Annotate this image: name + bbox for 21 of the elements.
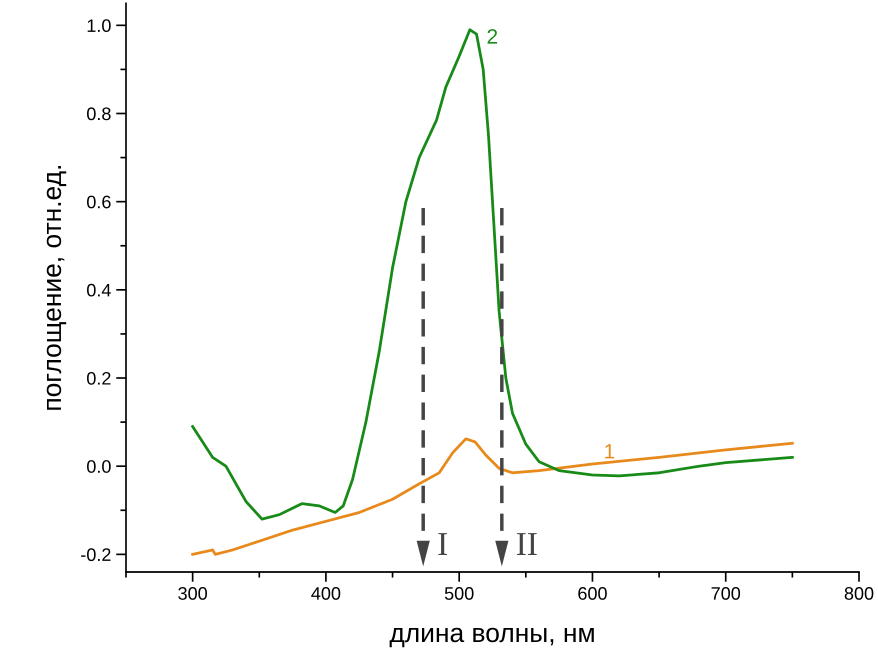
y-tick-label: 0.8 xyxy=(87,107,111,120)
line-series xyxy=(191,437,794,556)
x-tick-label: 300 xyxy=(178,587,207,600)
ref-line-label: I xyxy=(438,533,448,555)
x-tick-label: 400 xyxy=(311,587,340,600)
ref-line-label: II xyxy=(516,533,537,555)
y-tick-label: 1.0 xyxy=(88,19,111,32)
y-tick-label: 0.6 xyxy=(87,196,111,208)
series-label: 2 xyxy=(488,29,498,44)
x-tick-label: 700 xyxy=(712,587,740,600)
y-axis-title: поглощение, отн.ед. xyxy=(46,166,66,410)
x-tick-label: 800 xyxy=(844,587,874,600)
line-series xyxy=(191,28,794,520)
x-axis-title: длина волны, нм xyxy=(390,628,594,648)
x-tick-label: 600 xyxy=(578,587,607,600)
y-tick-label: 0.2 xyxy=(87,372,111,385)
y-tick-label: 0.4 xyxy=(87,284,111,297)
y-tick-label: -0.2 xyxy=(81,548,111,562)
x-tick-label: 500 xyxy=(444,587,474,600)
series-label: 1 xyxy=(605,444,614,458)
y-tick-label: 0.0 xyxy=(87,460,111,473)
